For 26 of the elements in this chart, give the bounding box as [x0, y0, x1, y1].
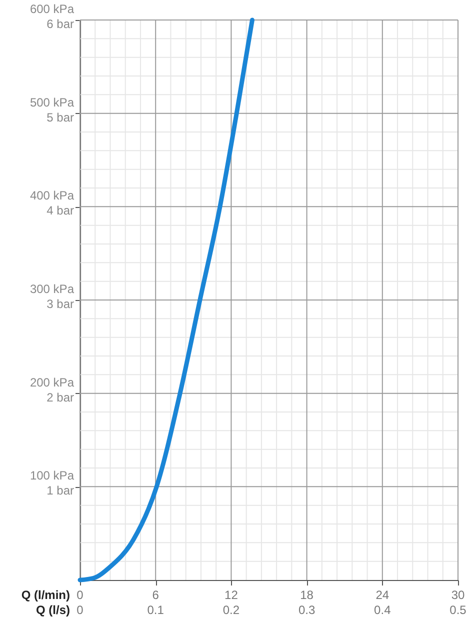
y2-tick-label: 1 bar [46, 484, 74, 498]
y-tick-label: 200 kPa [30, 375, 74, 390]
y-tick-label: 300 kPa [30, 282, 74, 296]
y-tick-label: 600 kPa [30, 2, 74, 16]
x2-tick-label: 0.4 [374, 603, 392, 617]
x-tick-label: 18 [300, 588, 314, 602]
y-tick-label: 100 kPa [30, 468, 74, 483]
y2-tick-label: 4 bar [46, 204, 74, 218]
y2-tick-label: 6 bar [46, 17, 74, 31]
x2-axis-title: Q (l/s) [36, 603, 70, 617]
x-tick-label: 24 [376, 588, 390, 602]
y-tick-label: 500 kPa [30, 95, 74, 110]
x2-tick-label: 0.2 [222, 603, 240, 617]
x2-tick-label: 0.1 [147, 603, 164, 617]
y2-tick-label: 2 bar [46, 390, 74, 404]
x-tick-label: 6 [152, 588, 160, 602]
y2-tick-label: 5 bar [46, 110, 74, 124]
x-tick-label: 0 [76, 588, 84, 602]
y-tick-label: 400 kPa [30, 188, 74, 203]
x2-tick-label: 0.5 [450, 603, 467, 617]
x2-tick-label: 0 [76, 603, 84, 617]
x2-tick-label: 0.3 [298, 603, 316, 617]
x-axis-title: Q (l/min) [21, 588, 70, 602]
x-tick-label: 30 [451, 588, 465, 602]
x-tick-label: 12 [224, 588, 238, 602]
y2-tick-label: 3 bar [46, 297, 74, 311]
